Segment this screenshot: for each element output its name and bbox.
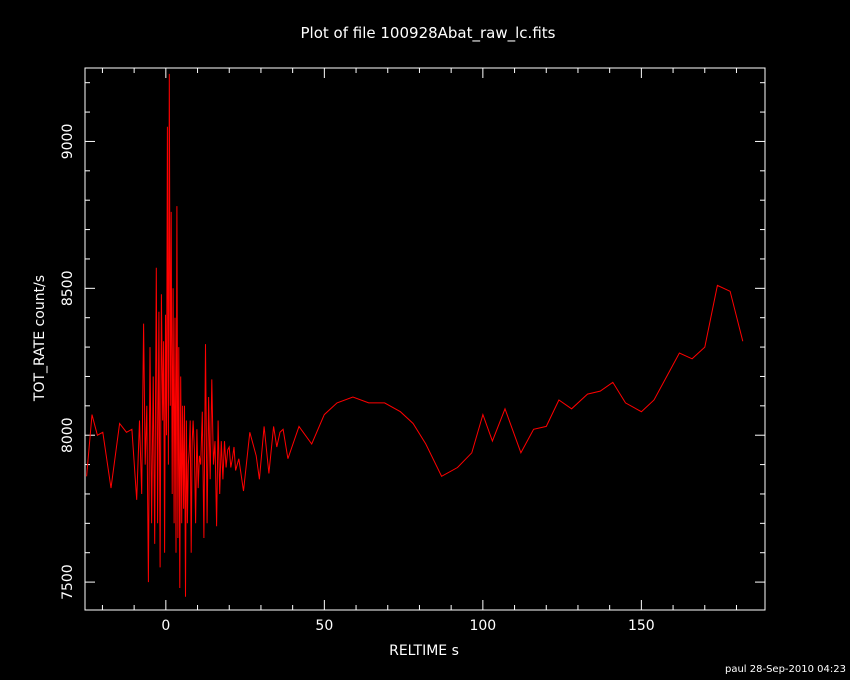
x-tick-label: 50 [315, 618, 333, 634]
footer-stamp: paul 28-Sep-2010 04:23 [725, 664, 846, 675]
chart-title: Plot of file 100928Abat_raw_lc.fits [301, 24, 556, 43]
plot-area [84, 67, 766, 611]
y-tick-label: 8500 [60, 271, 76, 307]
x-tick-label: 100 [469, 618, 496, 634]
axis-ticks [85, 68, 765, 610]
x-tick-label: 150 [628, 618, 655, 634]
y-tick-label: 9000 [60, 124, 76, 160]
plot-frame [84, 67, 766, 611]
tick-labels: 0 50 100 150 7500 8000 8500 9000 [60, 124, 655, 634]
y-tick-label: 7500 [60, 564, 76, 600]
x-axis-label: RELTIME s [389, 643, 459, 659]
x-tick-label: 0 [161, 618, 170, 634]
y-tick-label: 8000 [60, 417, 76, 453]
y-axis-label: TOT_RATE count/s [32, 275, 48, 402]
series-line-0 [86, 73, 744, 597]
data-series [86, 73, 744, 597]
